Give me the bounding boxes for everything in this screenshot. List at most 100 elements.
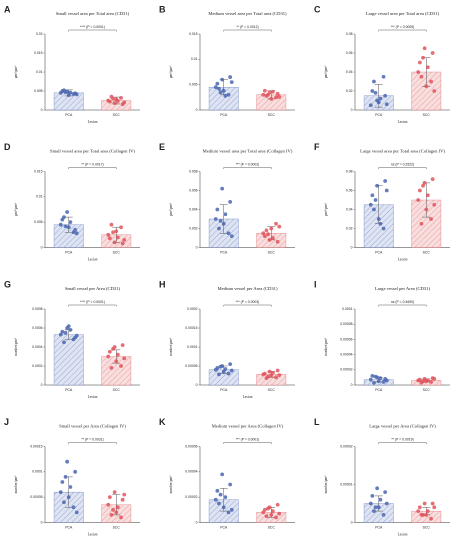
data-point <box>71 505 76 510</box>
x-tick-label: PCA <box>220 250 228 254</box>
data-point <box>266 506 270 511</box>
data-point <box>74 510 79 515</box>
data-point <box>106 502 111 507</box>
panel-letter: K <box>159 417 166 427</box>
data-point <box>106 354 111 359</box>
data-point <box>429 380 433 384</box>
data-point <box>58 222 63 227</box>
data-point <box>381 226 386 231</box>
significance-label: ** (P = 0.0019) <box>391 437 413 441</box>
panel-title: Large vessel area per Total area (Collag… <box>360 149 445 154</box>
data-point <box>425 65 430 70</box>
data-point <box>73 469 78 474</box>
data-point <box>217 501 221 506</box>
x-axis-label: Lesion <box>88 395 98 399</box>
data-point <box>120 241 125 246</box>
data-point <box>68 328 73 332</box>
y-tick-label: 0.00006 <box>185 444 197 448</box>
data-point <box>421 513 425 517</box>
significance-bracket <box>378 304 427 307</box>
significance-label: *** (P = 0.0001) <box>236 437 260 441</box>
significance-bracket <box>378 167 427 169</box>
data-point <box>68 220 73 225</box>
x-tick-label: SCC <box>113 250 121 254</box>
data-point <box>115 352 120 357</box>
x-tick-label: SCC <box>268 113 276 117</box>
data-point <box>262 88 267 93</box>
data-point <box>120 343 125 347</box>
data-point <box>223 367 228 371</box>
data-point <box>107 236 112 241</box>
data-point <box>114 229 119 234</box>
data-point <box>229 80 234 85</box>
significance-label: ns (P = 0.2522) <box>391 162 414 166</box>
y-tick-label: 0 <box>41 383 43 387</box>
y-tick-label: 0.015 <box>34 169 43 173</box>
data-point <box>68 90 73 95</box>
y-tick-label: 0.006 <box>189 188 198 192</box>
panel-letter: C <box>314 4 321 14</box>
data-point <box>270 89 275 94</box>
data-point <box>122 100 127 105</box>
data-point <box>229 234 234 239</box>
data-point <box>220 186 225 191</box>
data-point <box>264 228 269 233</box>
data-point <box>416 198 421 202</box>
panel-title: Small vessel per Area (Collagen IV) <box>59 424 126 429</box>
x-tick-label: SCC <box>423 250 431 254</box>
significance-label: ** (P = 0.0017) <box>81 162 103 166</box>
data-point <box>229 507 234 512</box>
data-point <box>218 219 223 223</box>
significance-bracket <box>223 29 272 32</box>
x-axis-label: Lesion <box>398 532 408 536</box>
data-point <box>378 376 383 381</box>
y-tick-label: 0 <box>196 108 198 112</box>
data-point <box>228 75 233 79</box>
y-axis-label: μm²/μm² <box>324 203 328 216</box>
data-point <box>213 217 218 221</box>
data-point <box>114 510 119 515</box>
data-point <box>368 202 373 207</box>
data-point <box>223 212 228 217</box>
data-point <box>370 494 375 498</box>
data-point <box>416 70 421 74</box>
data-point <box>269 96 274 101</box>
y-tick-label: 0.04 <box>346 70 353 74</box>
x-tick-label: SCC <box>423 388 431 392</box>
y-tick-label: 0 <box>41 108 43 112</box>
panel-letter: A <box>4 4 11 14</box>
x-axis-label: Lesion <box>398 120 408 124</box>
data-point <box>217 86 221 91</box>
data-point <box>275 502 280 507</box>
significance-bracket <box>68 29 117 32</box>
data-point <box>421 55 425 60</box>
data-point <box>383 490 388 494</box>
data-point <box>266 374 270 379</box>
y-tick-label: 0.00008 <box>340 322 352 326</box>
data-point <box>375 486 380 491</box>
y-tick-label: 0.01 <box>36 195 43 199</box>
panel-letter: J <box>4 417 9 427</box>
y-tick-label: 0 <box>196 383 198 387</box>
significance-bracket <box>378 29 427 32</box>
y-tick-label: 0.00006 <box>340 337 352 341</box>
data-point <box>430 51 435 55</box>
significance-label: *** (P = 0.0003) <box>236 300 260 304</box>
y-axis-label: μm²/μm² <box>14 66 18 79</box>
data-point <box>112 490 117 494</box>
panel-title: Large vessel area per Total area (CD31) <box>366 11 440 16</box>
data-point <box>115 505 120 510</box>
data-point <box>378 96 383 101</box>
y-axis-label: number/μm² <box>324 338 328 356</box>
data-point <box>277 511 282 516</box>
data-point <box>378 497 383 502</box>
data-point <box>432 202 437 207</box>
data-point <box>62 215 66 220</box>
panel-letter: D <box>4 142 11 152</box>
data-point <box>429 516 433 521</box>
data-point <box>60 329 65 334</box>
significance-label: ** (P = 0.0012) <box>236 25 258 29</box>
y-tick-label: 0.01 <box>36 70 43 74</box>
y-axis-label: number/μm² <box>14 338 18 356</box>
y-tick-label: 0.002 <box>189 226 198 230</box>
